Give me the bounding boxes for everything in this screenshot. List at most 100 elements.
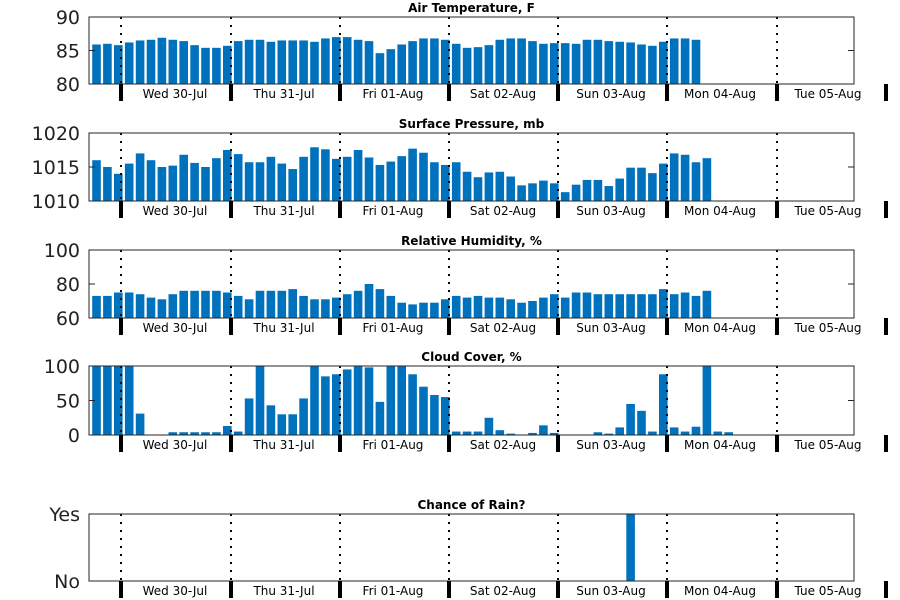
bar [332, 158, 341, 201]
bar [528, 432, 537, 435]
x-day-label: Mon 04-Aug [684, 438, 756, 452]
bar [528, 301, 537, 318]
bar [255, 366, 265, 435]
bar [669, 427, 679, 435]
x-day-label: Tue 05-Aug [793, 438, 861, 452]
bar [419, 302, 428, 318]
bar [342, 156, 352, 201]
x-day-label: Fri 01-Aug [363, 204, 424, 218]
x-day-label: Fri 01-Aug [363, 438, 424, 452]
bar [484, 297, 494, 318]
bar [310, 147, 319, 201]
bar [702, 158, 712, 201]
chart-panel-1: 80 85 90 Wed 30-Jul Thu 31-Jul Fri 01-Aug Sat … [56, 1, 888, 101]
x-day-label: Thu 31-Jul [252, 87, 314, 101]
bar [124, 42, 134, 84]
bar [157, 167, 167, 201]
bar [212, 290, 221, 318]
x-day-label: Mon 04-Aug [684, 584, 756, 598]
bar [201, 47, 210, 84]
bar [484, 45, 494, 84]
bar [615, 427, 624, 435]
chart-panel-3: 60 80 100 Wed 30-Jul Thu 31-Jul Fri 01-Aug Sat… [44, 234, 888, 335]
bar [571, 184, 581, 201]
bar [659, 41, 668, 84]
y-tick-label: 1015 [32, 157, 80, 179]
bar [702, 366, 712, 435]
bar [550, 432, 559, 435]
bar [310, 366, 319, 435]
bar [255, 290, 265, 318]
bar [669, 153, 679, 201]
bar [332, 297, 341, 318]
bar [321, 149, 330, 201]
bar [212, 158, 221, 201]
bar [342, 37, 352, 84]
x-day-label: Tue 05-Aug [793, 584, 861, 598]
bar [201, 290, 210, 318]
bar [484, 417, 494, 435]
y-tick-label: 80 [56, 274, 80, 296]
bar [451, 431, 461, 435]
bar [321, 376, 330, 435]
bar [332, 374, 341, 435]
bar [495, 171, 505, 201]
bar [168, 432, 178, 435]
bar [441, 299, 450, 318]
bar [571, 292, 581, 318]
bar [364, 157, 374, 201]
bar [659, 374, 668, 435]
bar [408, 148, 417, 201]
bar [299, 40, 308, 84]
y-tick-label: 80 [56, 74, 80, 96]
bar [299, 398, 308, 435]
bar [648, 173, 657, 201]
bar [277, 414, 287, 435]
bar [550, 183, 559, 201]
bar [506, 299, 515, 318]
x-day-label: Fri 01-Aug [363, 87, 424, 101]
bar [560, 192, 570, 201]
bar [495, 297, 505, 318]
bar [353, 366, 363, 435]
x-day-label: Mon 04-Aug [684, 204, 756, 218]
bar [342, 294, 352, 318]
bar [124, 163, 134, 201]
x-day-label: Thu 31-Jul [252, 584, 314, 598]
bar [353, 39, 363, 84]
x-day-label: Thu 31-Jul [252, 438, 314, 452]
bar [223, 292, 232, 318]
bar [244, 398, 254, 435]
bar [135, 153, 145, 201]
bar [255, 162, 265, 201]
bar [233, 154, 243, 201]
bar [451, 295, 461, 318]
bar [506, 433, 515, 435]
bar [266, 290, 276, 318]
bar [604, 294, 614, 318]
bar [462, 297, 472, 318]
bar [244, 162, 254, 201]
x-day-label: Thu 31-Jul [252, 204, 314, 218]
bar [135, 40, 145, 84]
bar [419, 38, 428, 84]
bar [255, 39, 265, 84]
bar [441, 39, 450, 84]
bar [669, 294, 679, 318]
bar [517, 38, 526, 84]
bar [135, 294, 145, 318]
bar [648, 45, 657, 84]
bar [386, 161, 396, 201]
bar [146, 39, 156, 84]
bar [430, 394, 439, 435]
bar [310, 41, 319, 84]
panel-title: Air Temperature, F [408, 1, 535, 15]
bar [539, 43, 548, 84]
y-tick-label: No [54, 571, 80, 593]
bar [168, 165, 178, 201]
bar [626, 403, 635, 435]
y-tick-label: Yes [48, 504, 80, 526]
bar [626, 514, 635, 581]
bar [626, 42, 635, 84]
